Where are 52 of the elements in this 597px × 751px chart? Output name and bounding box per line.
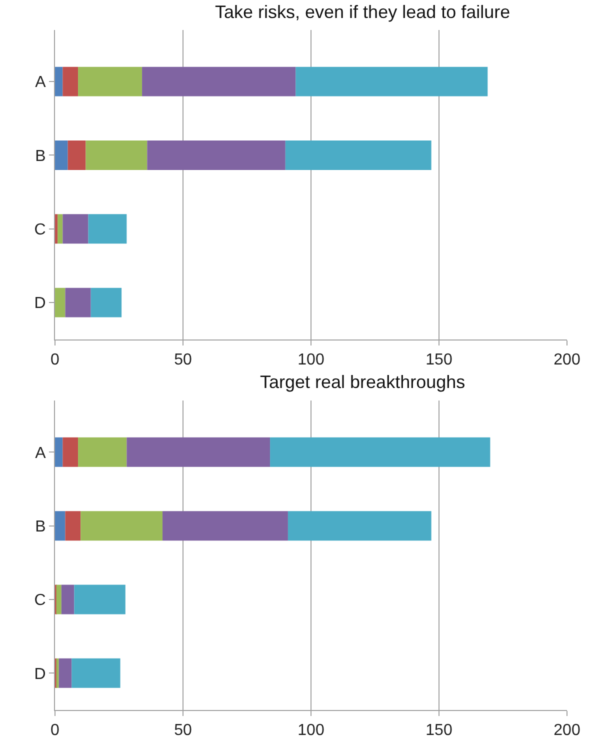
bar [68,140,86,170]
bar [65,511,81,541]
y-tick-label: C [34,592,46,610]
x-tick-label: 150 [426,352,452,369]
x-tick-label: 200 [554,352,580,369]
bar [142,66,296,96]
bar [55,288,66,318]
y-tick-label: A [35,444,46,462]
bar [126,437,270,467]
bar [78,66,142,96]
bar [62,437,78,467]
bar [285,140,432,170]
x-tick-label: 200 [554,722,580,740]
bar [61,584,74,614]
bar [62,214,88,244]
bar [74,584,126,614]
bar [58,214,63,244]
bar [55,140,68,170]
y-tick-label: D [34,666,46,683]
bar [72,658,120,688]
bar [80,511,163,541]
bar [55,66,63,96]
x-tick-label: 100 [298,352,324,369]
bar [55,214,58,244]
y-tick-label: B [35,518,46,536]
x-tick-label: 150 [426,722,452,740]
bar [78,437,127,467]
bar [62,66,78,96]
bar [55,511,66,541]
bar [58,658,72,688]
chart-title: Target real breakthroughs [260,372,466,392]
bar [162,511,288,541]
chart-title: Take risks, even if they lead to failure [215,2,510,22]
bar [56,584,62,614]
bar [296,66,488,96]
bar [86,140,148,170]
x-tick-label: 50 [174,722,192,740]
x-tick-label: 100 [298,722,324,740]
bar [90,288,122,318]
bar [55,437,63,467]
bar [270,437,490,467]
bar [147,140,286,170]
x-tick-label: 0 [50,352,60,369]
bar [65,288,91,318]
bar [288,511,432,541]
y-tick-label: D [34,295,46,312]
bar [88,214,127,244]
x-tick-label: 0 [50,722,60,740]
y-tick-label: A [35,74,46,92]
y-tick-label: B [35,148,46,165]
y-tick-label: C [34,222,46,238]
x-tick-label: 50 [174,352,192,369]
